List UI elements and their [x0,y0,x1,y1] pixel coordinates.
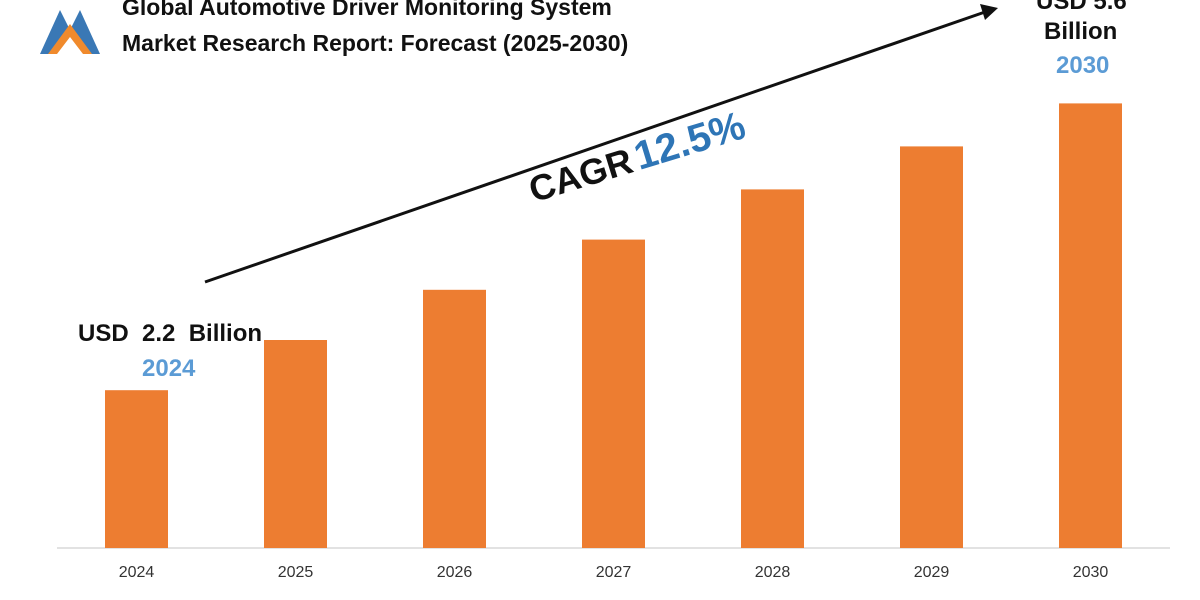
x-tick-label-2027: 2027 [596,564,632,581]
x-tick-label-2026: 2026 [437,564,473,581]
bar-2025 [264,340,327,548]
start-year-label: 2024 [142,355,196,382]
bar-2024 [105,390,168,548]
end-value-label-line-1: USD 5.6 [1036,0,1127,15]
bar-2026 [423,289,486,548]
end-year-label: 2030 [1056,52,1110,79]
cagr-trend-arrow-line [204,10,986,284]
start-value-label: USD 2.2 Billion [78,320,263,347]
bar-2030 [1059,103,1122,549]
x-tick-label-2028: 2028 [755,564,791,581]
chart-title-line-2: Market Research Report: Forecast (2025-2… [122,30,629,56]
bar-2028 [741,189,804,548]
chart-title-line-1: Global Automotive Driver Monitoring Syst… [122,0,612,20]
bar-2027 [582,239,645,548]
x-tick-label-2025: 2025 [278,564,314,581]
x-tick-label-2024: 2024 [119,564,155,581]
maximize-market-research-logo [40,10,100,54]
cagr-trend-arrowhead [980,4,998,20]
bar-2029 [900,146,963,548]
end-value-label-line-2: Billion [1044,18,1118,45]
x-tick-label-2030: 2030 [1073,564,1109,581]
x-tick-label-2029: 2029 [914,564,950,581]
